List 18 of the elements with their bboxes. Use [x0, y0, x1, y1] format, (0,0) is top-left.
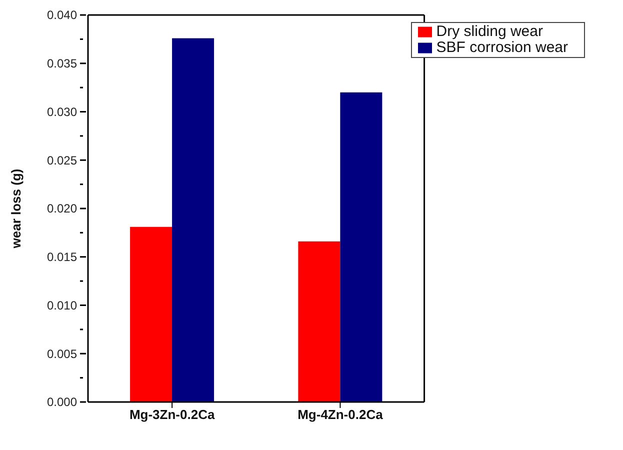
y-axis-title: wear loss (g): [8, 168, 24, 250]
x-tick-label: Mg-4Zn-0.2Ca: [298, 407, 384, 422]
y-tick-label: 0.005: [46, 346, 78, 361]
legend-label: SBF corrosion wear: [436, 39, 568, 56]
x-tick-label: Mg-3Zn-0.2Ca: [129, 407, 216, 422]
y-tick-label: 0.035: [46, 56, 78, 71]
y-tick-label: 0.020: [46, 202, 78, 216]
y-tick-label: 0.015: [46, 250, 78, 264]
y-tick-label: 0.025: [46, 153, 78, 168]
y-tick-label: 0.040: [46, 8, 78, 22]
y-tick-label: 0.000: [46, 395, 78, 410]
legend-label: Dry sliding wear: [436, 23, 543, 40]
bar: [130, 226, 172, 402]
bar: [298, 241, 340, 402]
y-tick-label: 0.030: [46, 104, 78, 119]
bar: [172, 38, 214, 402]
y-tick-label: 0.010: [46, 298, 78, 312]
bar: [340, 92, 382, 402]
